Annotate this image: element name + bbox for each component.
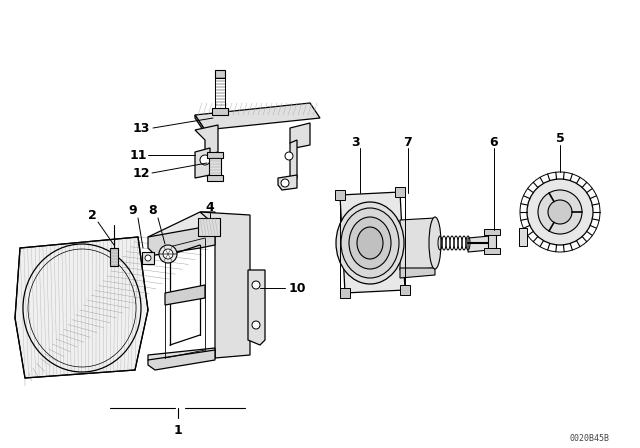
Text: 10: 10 — [288, 281, 306, 294]
Polygon shape — [195, 115, 205, 133]
Ellipse shape — [341, 208, 399, 278]
Polygon shape — [290, 140, 297, 180]
Circle shape — [200, 155, 210, 165]
Bar — [335, 190, 345, 200]
Polygon shape — [200, 212, 250, 358]
Bar — [340, 288, 350, 298]
Polygon shape — [148, 225, 215, 255]
Circle shape — [252, 321, 260, 329]
Polygon shape — [165, 285, 205, 305]
Bar — [110, 248, 118, 266]
Polygon shape — [15, 237, 148, 378]
Polygon shape — [195, 125, 218, 155]
Polygon shape — [148, 348, 215, 368]
Bar — [215, 70, 225, 78]
Polygon shape — [468, 236, 490, 252]
Polygon shape — [278, 175, 297, 190]
Bar — [142, 252, 154, 264]
Polygon shape — [195, 148, 210, 178]
Circle shape — [163, 249, 173, 259]
Polygon shape — [148, 350, 215, 370]
Text: 3: 3 — [351, 135, 359, 148]
Ellipse shape — [357, 227, 383, 259]
Bar — [395, 187, 405, 197]
Text: 8: 8 — [148, 203, 157, 216]
Polygon shape — [148, 212, 215, 250]
Polygon shape — [400, 268, 435, 278]
Text: 4: 4 — [205, 201, 214, 214]
Text: 5: 5 — [556, 132, 564, 145]
Circle shape — [527, 179, 593, 245]
Text: 6: 6 — [490, 135, 499, 148]
Circle shape — [252, 281, 260, 289]
Circle shape — [538, 190, 582, 234]
Text: 1: 1 — [173, 423, 182, 436]
Bar — [207, 152, 223, 158]
Polygon shape — [400, 218, 435, 270]
Ellipse shape — [429, 217, 441, 269]
Circle shape — [548, 200, 572, 224]
Bar — [519, 228, 527, 246]
Polygon shape — [340, 192, 405, 293]
Bar — [215, 78, 225, 110]
Circle shape — [159, 245, 177, 263]
Polygon shape — [290, 123, 310, 148]
Text: 12: 12 — [132, 167, 150, 180]
Circle shape — [281, 179, 289, 187]
Text: 9: 9 — [129, 203, 138, 216]
Text: 11: 11 — [129, 148, 147, 161]
Circle shape — [285, 152, 293, 160]
Text: 7: 7 — [404, 135, 412, 148]
Polygon shape — [195, 103, 320, 130]
Text: 0020B45B: 0020B45B — [570, 434, 610, 443]
Circle shape — [145, 255, 151, 261]
Bar — [484, 229, 500, 235]
Bar — [484, 248, 500, 254]
Bar — [488, 233, 496, 253]
Bar — [207, 175, 223, 181]
Bar — [212, 108, 228, 115]
Text: 2: 2 — [88, 208, 97, 221]
Bar — [198, 218, 220, 236]
Bar — [209, 155, 221, 177]
Ellipse shape — [336, 202, 404, 284]
Polygon shape — [248, 270, 265, 345]
Text: 13: 13 — [132, 121, 150, 134]
Bar — [400, 285, 410, 295]
Ellipse shape — [349, 217, 391, 269]
